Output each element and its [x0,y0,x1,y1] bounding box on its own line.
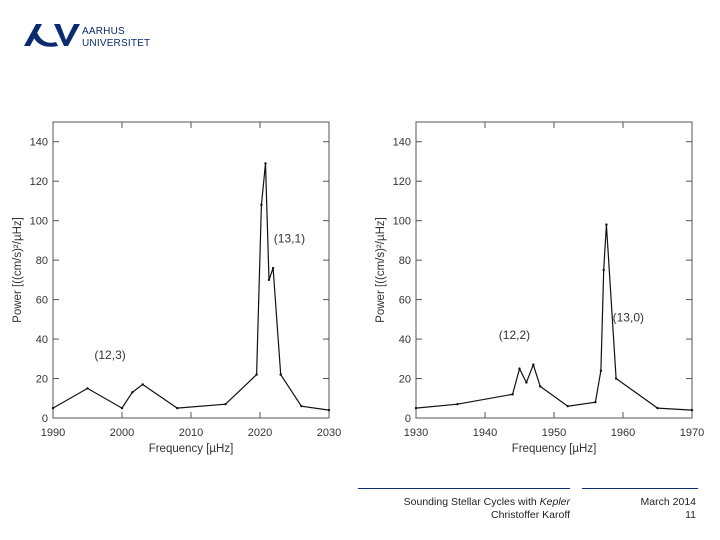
mode-annotation: (12,2) [499,328,530,342]
spectrum-point [602,268,605,272]
page-number: 11 [685,509,696,521]
spectrum-point [267,278,271,282]
y-axis-label: Power [((cm/s)²/µHz] [12,217,24,323]
power-spectra-charts: 0 20 40 60 80 100 120 140 1990 2000 2010 2020 2030 Fr… [12,121,704,455]
spectrum-point [264,162,267,165]
spectrum-point [599,369,603,372]
plot-frame [52,121,330,419]
x-tick-label: 2010 [179,427,203,439]
y-tick-label: 120 [30,176,48,188]
footer-title-italic: Kepler [539,496,570,508]
power-spectrum-line [52,163,330,411]
x-tick-label: 2000 [110,427,134,439]
y-tick-label: 20 [399,374,411,386]
footer-author: Christoffer Karoff [491,509,570,521]
y-tick-label: 60 [36,295,48,307]
spectrum-point [566,404,569,408]
footer-divider-left [358,488,570,489]
footer-date-page: March 2014 11 [641,496,696,522]
logo-line-2: UNIVERSITET [82,38,151,49]
mode-annotation: (12,3) [94,348,125,362]
y-tick-label: 0 [42,413,48,425]
x-tick-label: 1930 [404,427,428,439]
spectrum-point [176,406,179,410]
x-tick-label: 1940 [473,427,497,439]
chart-panel-1: 0 20 40 60 80 100 120 140 1990 2000 2010 2020 2030 Fr… [12,121,341,455]
spectrum-point [255,373,258,376]
spectrum-point [141,383,144,386]
footer-divider-right [582,488,698,489]
footer-presentation-info: Sounding Stellar Cycles with Kepler Chri… [404,496,570,522]
y-tick-label: 100 [30,216,48,228]
y-tick-label: 60 [399,295,411,307]
spectrum-point [532,363,535,366]
spectrum-point [518,367,521,370]
y-tick-label: 140 [393,137,411,149]
y-tick-label: 120 [393,176,411,188]
aarhus-logo-icon [24,24,80,47]
power-spectrum-line [415,224,693,411]
chart-panel-2: 0 20 40 60 80 100 120 140 1930 1940 1950 1960 1970 Fr… [375,121,704,455]
spectrum-point [51,406,55,410]
spectrum-point [224,402,227,406]
spectrum-point [539,385,542,388]
spectrum-point [414,406,418,410]
spectrum-point [605,223,608,226]
mode-annotation: (13,0) [613,310,644,324]
y-tick-label: 140 [30,137,48,149]
logo-line-1: AARHUS [82,26,125,37]
spectrum-point [456,402,459,406]
spectrum-point [86,387,89,390]
x-tick-label: 2030 [317,427,341,439]
y-tick-label: 40 [399,334,411,346]
mode-annotation: (13,1) [274,231,305,245]
footer-title: Sounding Stellar Cycles with Kepler [404,496,570,509]
spectrum-point [614,377,618,380]
spectrum-point [260,203,263,207]
x-tick-label: 1970 [680,427,704,439]
spectrum-point [327,408,331,412]
footer-date: March 2014 [640,496,696,508]
spectrum-point [300,404,303,408]
spectrum-point [594,401,597,404]
x-tick-label: 2020 [248,427,272,439]
y-tick-label: 20 [36,374,48,386]
spectrum-point [131,391,134,394]
x-tick-label: 1960 [611,427,635,439]
y-tick-label: 0 [405,413,411,425]
spectrum-point [511,393,514,396]
spectrum-point [656,406,659,410]
y-tick-label: 40 [36,334,48,346]
footer-title-text: Sounding Stellar Cycles with [403,496,540,508]
x-axis-label: Frequency [µHz] [512,443,597,455]
university-name: AARHUS UNIVERSITET [82,26,150,50]
x-tick-label: 1990 [41,427,65,439]
plot-frame [415,121,693,419]
y-tick-label: 100 [393,216,411,228]
spectrum-point [271,266,275,270]
spectrum-point [690,408,694,412]
y-axis-label: Power [((cm/s)²/µHz] [375,217,387,323]
x-tick-label: 1950 [542,427,566,439]
y-tick-label: 80 [399,255,411,267]
spectrum-point [525,381,528,384]
y-tick-label: 80 [36,255,48,267]
spectrum-point [279,373,282,376]
x-axis-label: Frequency [µHz] [149,443,234,455]
spectrum-point [120,406,124,410]
